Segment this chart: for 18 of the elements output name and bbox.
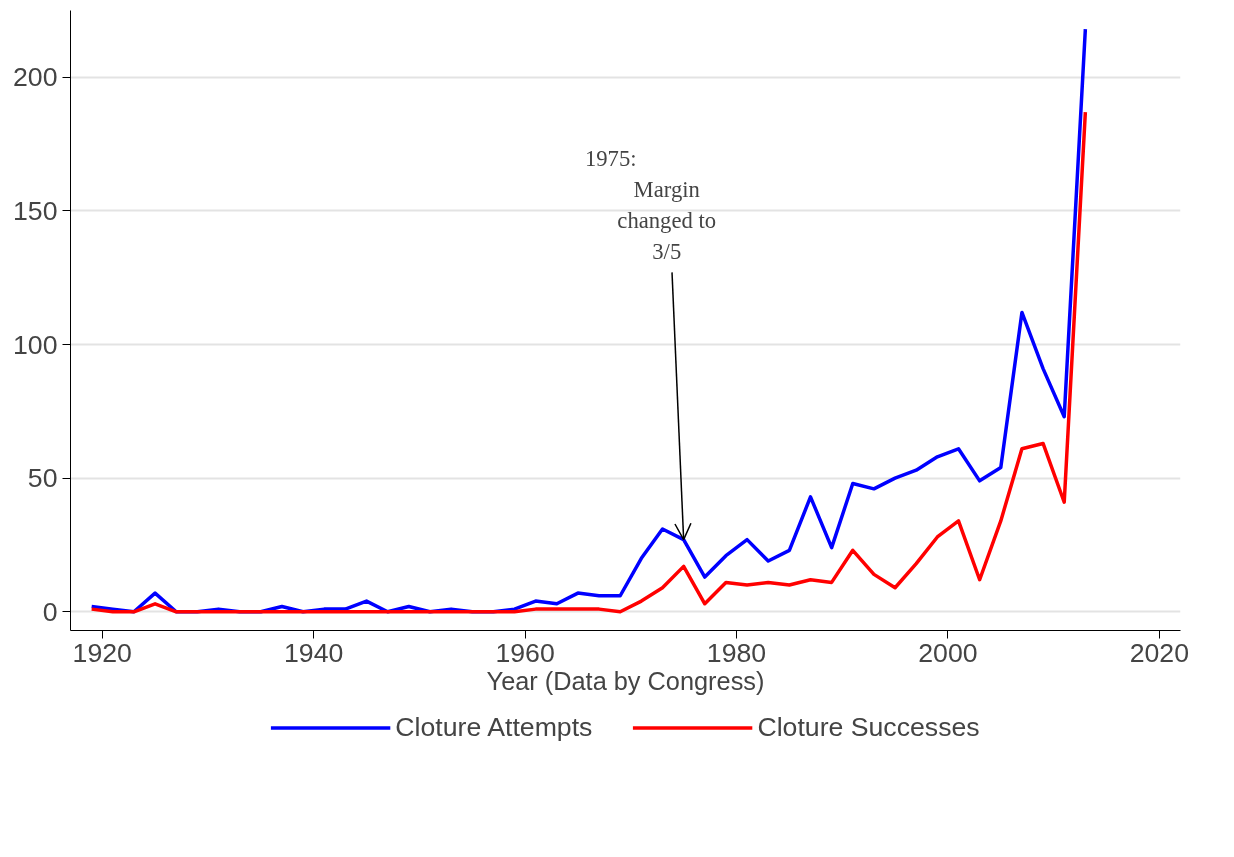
y-tick-label: 150 <box>13 195 58 226</box>
annotation: Margin <box>633 177 700 203</box>
y-tick-label: 50 <box>27 463 58 494</box>
annotation: changed to <box>617 208 717 234</box>
x-tick-label: 1980 <box>706 637 767 668</box>
x-tick-label: 2020 <box>1129 637 1190 668</box>
y-tick-label: 100 <box>13 329 58 360</box>
y-tick-label: 200 <box>13 62 58 93</box>
x-tick-label: 1940 <box>283 637 344 668</box>
legend-label: Cloture Attempts <box>395 711 593 743</box>
x-tick-label: 1920 <box>72 637 132 668</box>
y-tick-label: 0 <box>42 596 58 627</box>
x-tick-label: 2000 <box>918 637 978 668</box>
x-tick-label: 1960 <box>495 637 555 668</box>
x-axis-title: Year (Data by Congress) <box>486 666 765 695</box>
annotation: 1975: <box>584 146 637 172</box>
legend-label: Cloture Successes <box>757 711 980 743</box>
annotation: 3/5 <box>652 239 682 265</box>
